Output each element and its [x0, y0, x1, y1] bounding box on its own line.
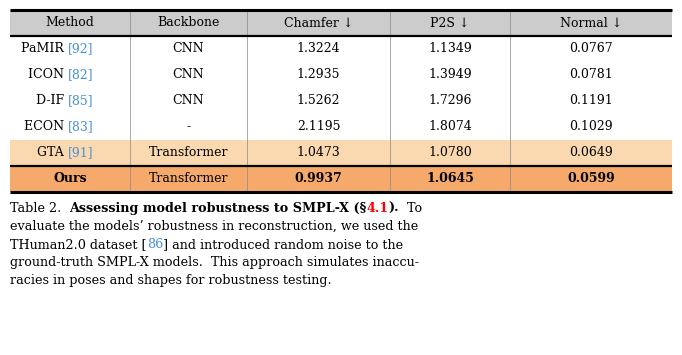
Text: 1.7296: 1.7296	[428, 94, 472, 108]
Text: 0.1191: 0.1191	[569, 94, 613, 108]
Text: Chamfer ↓: Chamfer ↓	[284, 16, 353, 29]
Text: 0.0649: 0.0649	[569, 147, 613, 159]
Text: To: To	[399, 202, 422, 215]
Text: 1.3949: 1.3949	[428, 69, 472, 82]
Text: [82]: [82]	[68, 69, 93, 82]
Text: 1.0473: 1.0473	[297, 147, 340, 159]
Bar	[10, 10, 672, 36]
Bar	[10, 166, 672, 192]
Text: PaMIR: PaMIR	[21, 43, 68, 55]
Text: racies in poses and shapes for robustness testing.: racies in poses and shapes for robustnes…	[10, 274, 331, 287]
Text: 0.0767: 0.0767	[569, 43, 613, 55]
Text: ).: ).	[389, 202, 399, 215]
Text: 0.9937: 0.9937	[295, 173, 342, 186]
Text: Method: Method	[46, 16, 94, 29]
Text: 1.0780: 1.0780	[428, 147, 472, 159]
Text: CNN: CNN	[173, 43, 205, 55]
Text: CNN: CNN	[173, 69, 205, 82]
Text: ground-truth SMPL-X models.  This approach simulates inaccu-: ground-truth SMPL-X models. This approac…	[10, 256, 419, 269]
Text: 1.2935: 1.2935	[297, 69, 340, 82]
Text: D-IF: D-IF	[36, 94, 68, 108]
Text: Ours: Ours	[53, 173, 87, 186]
Text: 1.5262: 1.5262	[297, 94, 340, 108]
Text: Table 2.: Table 2.	[10, 202, 70, 215]
Text: 0.0781: 0.0781	[569, 69, 613, 82]
Text: evaluate the models’ robustness in reconstruction, we used the: evaluate the models’ robustness in recon…	[10, 220, 418, 233]
Text: [91]: [91]	[68, 147, 93, 159]
Text: [83]: [83]	[68, 120, 93, 133]
Text: GTA: GTA	[38, 147, 68, 159]
Text: 1.3224: 1.3224	[297, 43, 340, 55]
Text: 4.1: 4.1	[366, 202, 389, 215]
Text: -: -	[186, 120, 190, 133]
Text: Transformer: Transformer	[149, 173, 228, 186]
Text: ICON: ICON	[28, 69, 68, 82]
Text: CNN: CNN	[173, 94, 205, 108]
Text: Backbone: Backbone	[158, 16, 220, 29]
Text: ECON: ECON	[24, 120, 68, 133]
Text: 1.8074: 1.8074	[428, 120, 472, 133]
Text: P2S ↓: P2S ↓	[430, 16, 470, 29]
Text: ] and introduced random noise to the: ] and introduced random noise to the	[163, 238, 403, 251]
Text: 0.1029: 0.1029	[569, 120, 613, 133]
Text: Normal ↓: Normal ↓	[560, 16, 622, 29]
Text: 2.1195: 2.1195	[297, 120, 340, 133]
Text: 0.0599: 0.0599	[567, 173, 615, 186]
Text: 1.0645: 1.0645	[426, 173, 474, 186]
Text: 86: 86	[147, 238, 163, 251]
Text: [85]: [85]	[68, 94, 93, 108]
Text: Transformer: Transformer	[149, 147, 228, 159]
Text: THuman2.0 dataset [: THuman2.0 dataset [	[10, 238, 147, 251]
Text: Assessing model robustness to SMPL-X (§: Assessing model robustness to SMPL-X (§	[70, 202, 366, 215]
Text: 1.1349: 1.1349	[428, 43, 472, 55]
Bar	[10, 140, 672, 166]
Text: [92]: [92]	[68, 43, 93, 55]
